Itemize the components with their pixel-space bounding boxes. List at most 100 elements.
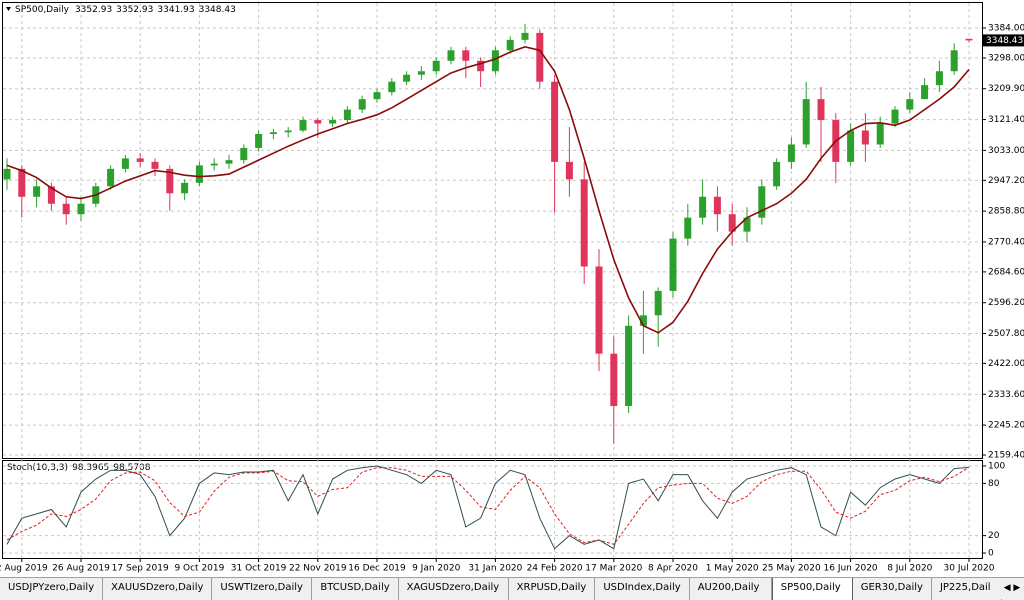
candle-body — [477, 60, 485, 72]
symbol-tab[interactable]: XRPUSD,Daily — [509, 578, 596, 600]
candle-body — [166, 168, 174, 194]
candle-body — [136, 158, 144, 162]
candle-body — [610, 353, 618, 406]
y-tick-label: 3298.00 — [988, 53, 1024, 63]
symbol-tab[interactable]: USWTIzero,Daily — [212, 578, 313, 600]
stoch-frame — [2, 460, 983, 559]
symbol-tab[interactable]: BTCUSD,Daily — [312, 578, 399, 600]
tab-scroll[interactable]: ◀ ▶ — [1000, 578, 1024, 599]
x-tick-label: 16 Dec 2019 — [348, 564, 406, 574]
high-value: 3352.93 — [116, 5, 153, 15]
open-value: 3352.93 — [75, 5, 112, 15]
candle-body — [403, 74, 411, 82]
background — [0, 0, 1024, 577]
candle-body — [758, 186, 766, 218]
candle-body — [728, 214, 736, 232]
y-tick-label: 2596.20 — [988, 298, 1024, 308]
candle-body — [506, 39, 514, 51]
y-tick-label: 2858.80 — [988, 207, 1024, 217]
y-tick-label: 2770.40 — [988, 237, 1024, 247]
candle-body — [965, 38, 973, 41]
candle-body — [225, 160, 233, 164]
candle-body — [684, 217, 692, 239]
x-tick-label: 31 Jan 2020 — [468, 564, 522, 574]
x-tick-label: 24 Feb 2020 — [527, 564, 583, 574]
candle-body — [699, 196, 707, 218]
menu-icon[interactable] — [6, 7, 11, 11]
y-tick-label: 2333.60 — [988, 390, 1024, 400]
price-label-box — [983, 34, 1024, 47]
candle-body — [565, 161, 573, 180]
candle-body — [210, 163, 218, 166]
indicator-name: Stoch(10,3,3) — [7, 463, 68, 473]
symbol-tab[interactable]: USDIndex,Daily — [595, 578, 690, 600]
x-tick-label: 8 Jul 2020 — [887, 564, 932, 574]
symbol-tab[interactable]: SP500,Daily — [771, 578, 853, 600]
symbol-tab[interactable]: AU200,Daily — [690, 578, 772, 600]
x-tick-label: 31 Oct 2019 — [231, 564, 287, 574]
candle-body — [358, 99, 366, 110]
candle-body — [787, 144, 795, 162]
candle-body — [654, 290, 662, 316]
candle-body — [284, 130, 292, 133]
candle-body — [935, 71, 943, 86]
chart-window: Stoch(10,3,3) 98.3965 98.5708 2159.40 2245.… — [0, 0, 1024, 577]
candle-body — [417, 71, 425, 75]
y-tick-label: 0 — [988, 549, 994, 559]
x-tick-label: 30 Jul 2020 — [944, 564, 995, 574]
x-tick-label: 25 May 2020 — [762, 564, 821, 574]
price-label: 3348.43 — [986, 36, 1023, 46]
symbol-tab[interactable]: XAGUSDzero,Daily — [399, 578, 509, 600]
candle-body — [107, 168, 115, 187]
x-tick-label: 26 Aug 2019 — [52, 564, 110, 574]
candle-body — [669, 238, 677, 291]
candle-body — [47, 186, 55, 204]
y-tick-label: 2947.20 — [988, 176, 1024, 186]
candle-body — [269, 132, 277, 135]
candle-body — [551, 81, 559, 162]
candle-body — [462, 50, 470, 61]
y-tick-label: 100 — [988, 461, 1005, 471]
symbol-tabs: USDJPYzero,Daily XAUUSDzero,Daily USWTIzer… — [0, 577, 1024, 600]
signal-value: 98.5708 — [113, 463, 150, 473]
candle-body — [536, 32, 544, 82]
candle-body — [639, 315, 647, 326]
symbol: SP500,Daily — [15, 5, 70, 15]
close-value: 3348.43 — [199, 5, 236, 15]
candle-body — [773, 161, 781, 187]
stoch-line — [6, 465, 970, 550]
candle-body — [151, 161, 159, 169]
candle-body — [713, 196, 721, 215]
candle-body — [491, 50, 499, 72]
symbol-tab[interactable]: JP225,Dail — [932, 578, 1002, 600]
y-tick-label: 20 — [988, 531, 1000, 541]
y-tick-label: 80 — [988, 479, 1000, 489]
x-tick-label: 22 Nov 2019 — [289, 564, 347, 574]
x-tick-label: 9 Jan 2020 — [412, 564, 460, 574]
x-tick-label: 16 Jun 2020 — [824, 564, 878, 574]
candle-body — [521, 32, 529, 40]
candle-body — [240, 147, 248, 161]
symbol-tab[interactable]: USDJPYzero,Daily — [0, 578, 104, 600]
candle-body — [343, 109, 351, 121]
candle-body — [18, 168, 26, 197]
symbol-tab[interactable]: XAUUSDzero,Daily — [103, 578, 213, 600]
candle-body — [876, 123, 884, 145]
symbol-tab[interactable]: GER30,Daily — [853, 578, 932, 600]
candle-body — [817, 99, 825, 121]
y-tick-label: 2159.40 — [988, 451, 1024, 461]
y-tick-label: 2684.60 — [988, 267, 1024, 277]
candle-body — [314, 120, 322, 124]
y-tick-label: 3209.90 — [988, 84, 1024, 94]
candle-body — [432, 60, 440, 72]
candle-body — [3, 168, 11, 180]
candle-body — [861, 130, 869, 145]
x-tick-label: 1 May 2020 — [706, 564, 759, 574]
x-tick-label: 9 Oct 2019 — [174, 564, 224, 574]
candle-body — [847, 130, 855, 162]
candle-body — [580, 179, 588, 267]
y-tick-label: 2422.00 — [988, 359, 1024, 369]
chart-header: SP500,Daily 3352.93 3352.93 3341.93 3348.43 — [15, 5, 236, 15]
x-tick-label: 2 Aug 2019 — [0, 564, 48, 574]
